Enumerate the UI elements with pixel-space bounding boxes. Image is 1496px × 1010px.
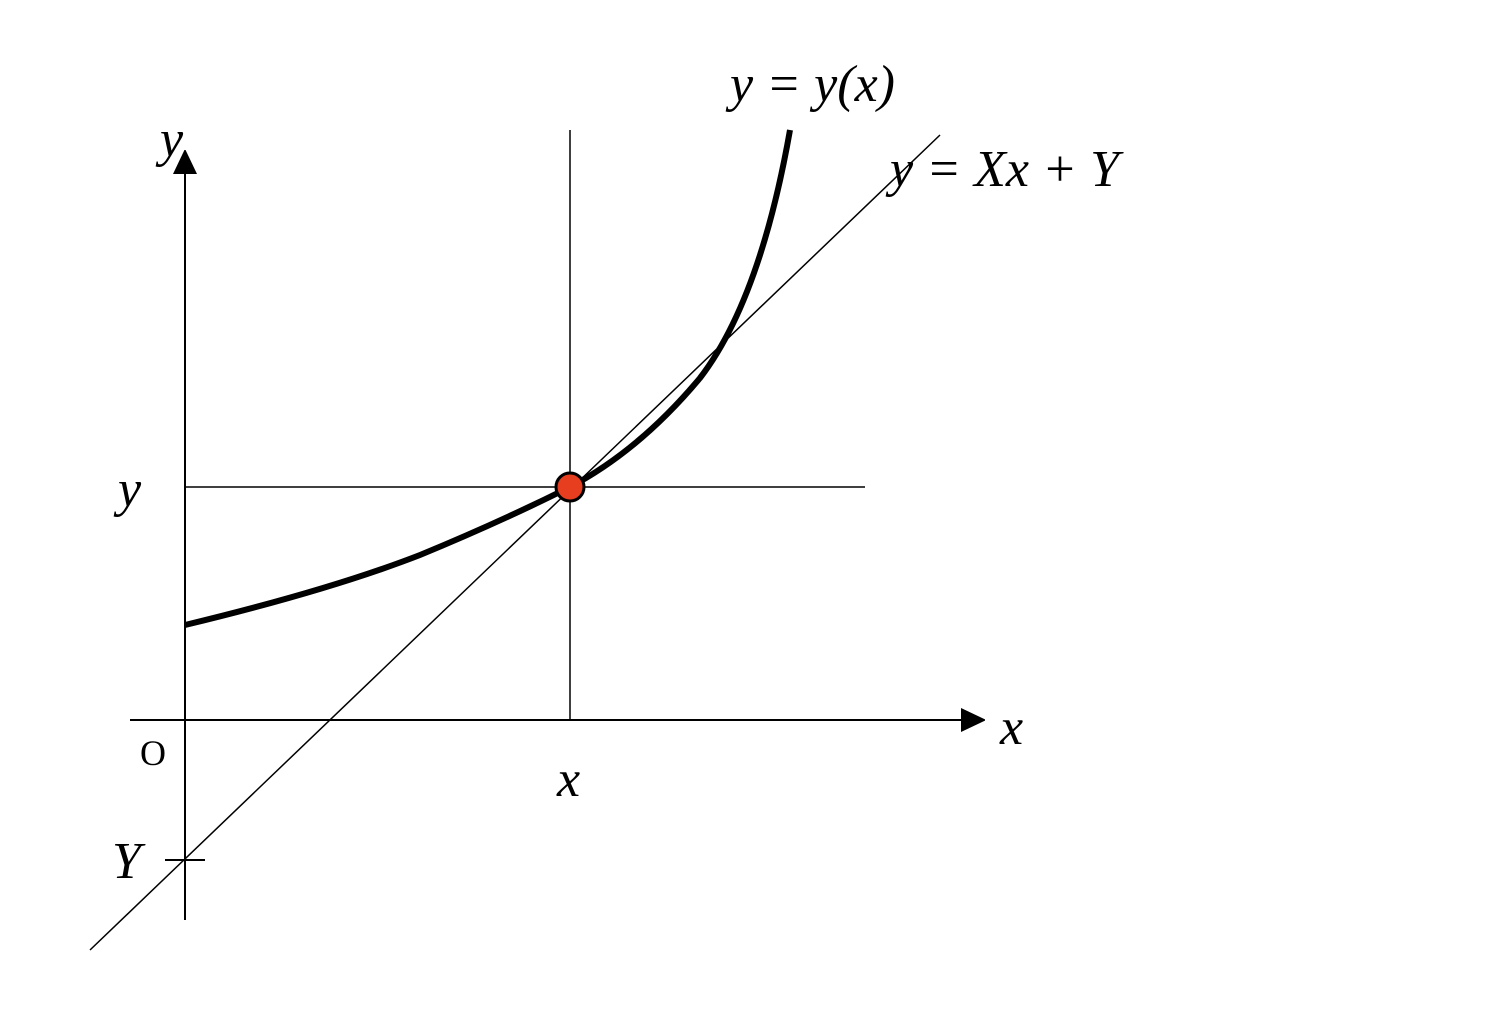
origin-label: O — [140, 732, 166, 774]
tangent-line — [90, 135, 940, 950]
y-intercept-label: Y — [112, 832, 141, 891]
curve-equation-label: y = y(x) — [730, 55, 895, 114]
tangent-point — [556, 473, 584, 501]
y-axis-label: y — [160, 110, 183, 169]
math-diagram: y x O y x Y y = y(x) y = Xx + Y — [0, 0, 1496, 1010]
x-value-label: x — [557, 750, 580, 809]
diagram-svg — [0, 0, 1496, 1010]
tangent-equation-label: y = Xx + Y — [890, 140, 1119, 199]
y-value-label: y — [118, 460, 141, 519]
x-axis-label: x — [1000, 698, 1023, 757]
function-curve — [185, 130, 790, 625]
